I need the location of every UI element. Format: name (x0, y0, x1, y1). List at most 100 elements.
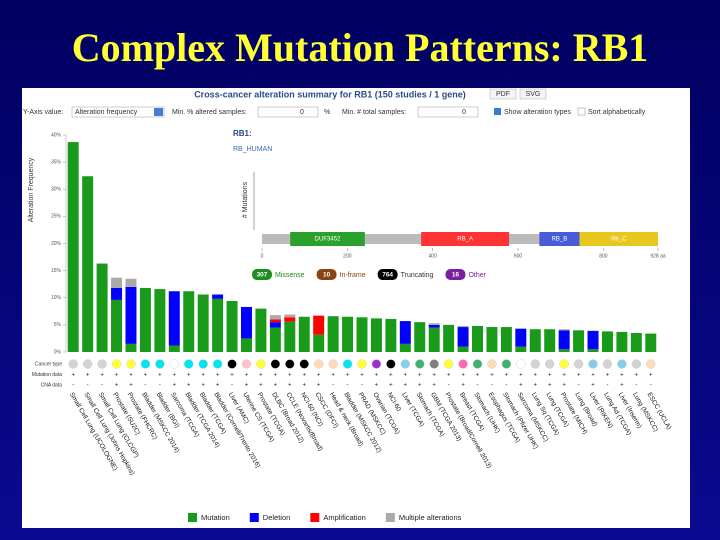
bar-segment (313, 334, 325, 352)
cna-data: + (317, 383, 321, 389)
cancer-type-dot (313, 359, 324, 369)
mutation-data: + (490, 373, 494, 379)
domain-label: RB_B (552, 237, 568, 243)
mutation-data: + (144, 373, 148, 379)
mutation-data: + (404, 373, 408, 379)
y-axis-select[interactable] (71, 106, 165, 118)
cna-data: + (288, 383, 292, 389)
min-altered-input[interactable]: 0 (300, 109, 304, 116)
mutation-data: + (302, 373, 306, 379)
cna-data: + (432, 383, 436, 389)
mutation-data: + (288, 373, 292, 379)
cancer-type-dot (270, 359, 281, 369)
bar-segment (515, 346, 527, 352)
cna-data: + (245, 383, 249, 389)
chart-title: Cross-cancer alteration summary for RB1 … (194, 89, 466, 99)
mutation-data: + (461, 373, 465, 379)
cna-data: + (389, 383, 393, 389)
y-tick-label: 10% (51, 295, 62, 301)
cna-data: - (477, 383, 479, 389)
min-total-label: Min. # total samples: (342, 109, 406, 116)
cancer-type-dot (184, 359, 194, 369)
mutation-data: + (476, 373, 480, 379)
legend-label: Multiple alterations (399, 513, 462, 522)
cna-data: - (87, 383, 89, 389)
cancer-type-dot (342, 359, 353, 369)
mutation-data: + (649, 373, 653, 379)
cna-data: - (159, 383, 161, 389)
legend-swatch (249, 513, 259, 522)
legend-type: In-frame (340, 272, 366, 279)
bar-segment (269, 315, 281, 320)
cancer-type-dot (97, 359, 107, 369)
min-total-slider[interactable] (417, 106, 479, 118)
bar-segment (327, 316, 339, 352)
show-types-checkbox[interactable] (494, 108, 501, 115)
min-total-input[interactable]: 0 (462, 109, 466, 116)
y-axis-select-value[interactable]: Alteration frequency (75, 109, 138, 116)
legend-label: Deletion (263, 513, 291, 522)
cna-data: + (461, 383, 465, 389)
mutation-data: + (375, 373, 379, 379)
bar-segment (269, 327, 281, 352)
bar-segment (428, 323, 440, 325)
mutation-data: + (620, 373, 624, 379)
min-altered-slider[interactable] (257, 106, 319, 118)
bar-segment (601, 331, 613, 352)
bar-segment (284, 314, 296, 318)
bar-segment (241, 306, 252, 339)
mutation-data: + (100, 373, 104, 379)
pdf-button[interactable] (489, 88, 517, 100)
bar-segment (67, 142, 79, 352)
cancer-type-dot (545, 359, 555, 369)
cancer-type-dot (646, 359, 656, 369)
bar-segment (457, 327, 469, 347)
mutation-data: + (158, 373, 162, 379)
bar-segment (154, 289, 166, 352)
domain-label: DUF3452 (315, 237, 341, 243)
cna-data: - (231, 383, 233, 389)
inset-x-tick-label: 200 (343, 253, 352, 259)
svg-label[interactable]: SVG (526, 91, 541, 98)
y-tick-label: 0% (54, 349, 62, 355)
mutation-data: + (418, 373, 422, 379)
mutation-data: + (129, 373, 133, 379)
legend-count: 307 (257, 272, 268, 279)
svg-button[interactable] (519, 88, 547, 100)
percent-sign: % (324, 109, 330, 116)
bar-segment (255, 308, 267, 352)
cna-data: + (129, 383, 133, 389)
cna-data: + (620, 383, 624, 389)
cancer-type-dot (573, 359, 584, 369)
bar-segment (616, 331, 628, 352)
cna-data: + (519, 383, 523, 389)
cancer-type-dot (458, 359, 468, 369)
select-arrow[interactable] (154, 108, 163, 116)
pdf-label[interactable]: PDF (496, 91, 510, 98)
cna-data: + (201, 383, 205, 389)
row-label: Mutation data (32, 372, 63, 378)
sort-checkbox[interactable] (577, 107, 586, 116)
cancer-type-dot (169, 359, 179, 369)
bar-segment (558, 349, 570, 352)
bar-segment (428, 327, 440, 352)
legend-type: Other (468, 272, 486, 279)
bar-segment (385, 318, 397, 352)
bar-segment (399, 321, 411, 344)
legend-swatch (385, 513, 395, 522)
gene-label: RB1: (233, 129, 252, 138)
cna-data: - (361, 383, 363, 389)
legend-pill (445, 269, 466, 280)
mutation-data: + (317, 373, 321, 379)
cancer-type-dot (126, 359, 136, 369)
bar-segment (558, 330, 570, 350)
bar-segment (168, 291, 180, 346)
show-types-label: Show alteration types (504, 109, 571, 116)
cancer-type-dot (68, 359, 78, 369)
cancer-type-dot (299, 359, 309, 369)
bar-segment (630, 333, 642, 352)
mutation-data: + (216, 373, 220, 379)
bar-segment (125, 286, 137, 344)
bar-segment (111, 277, 123, 288)
bar-segment (82, 176, 94, 352)
